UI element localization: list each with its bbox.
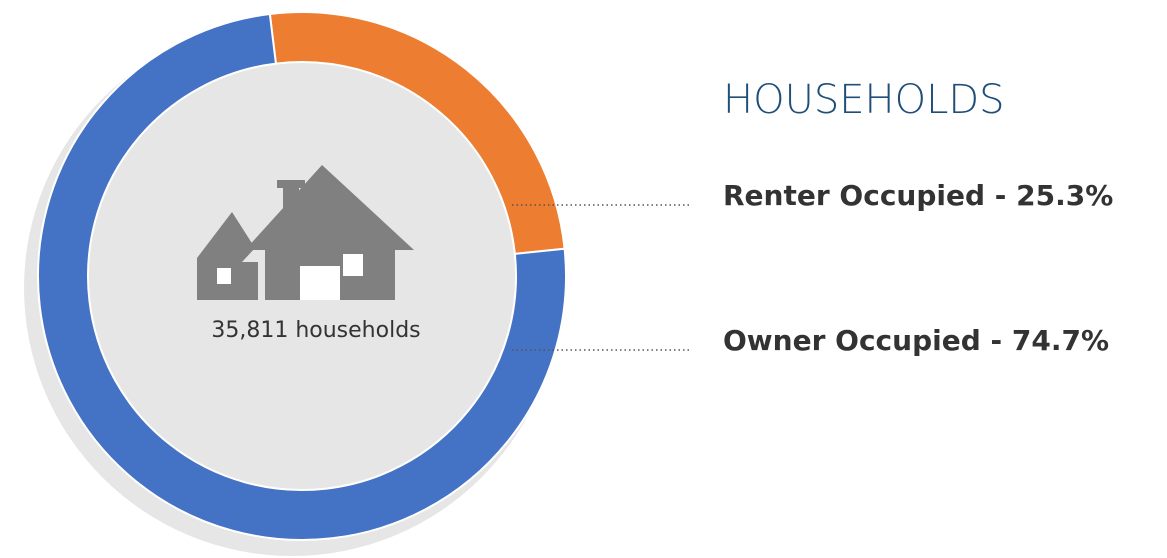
house-main — [245, 165, 414, 300]
window — [217, 268, 231, 284]
slice — [37, 12, 567, 541]
slices — [37, 11, 567, 541]
chimney-cap — [277, 180, 305, 188]
door-gap — [300, 266, 340, 300]
window — [343, 254, 363, 276]
chart-title: HOUSEHOLDS — [723, 77, 1005, 123]
house-icon — [197, 165, 414, 300]
center-label: 35,811 households — [211, 318, 420, 343]
chimney — [283, 184, 299, 216]
house-small — [197, 212, 258, 300]
slice-label: Renter Occupied - 25.3% — [723, 179, 1113, 212]
slice-label: Owner Occupied - 74.7% — [723, 324, 1109, 357]
